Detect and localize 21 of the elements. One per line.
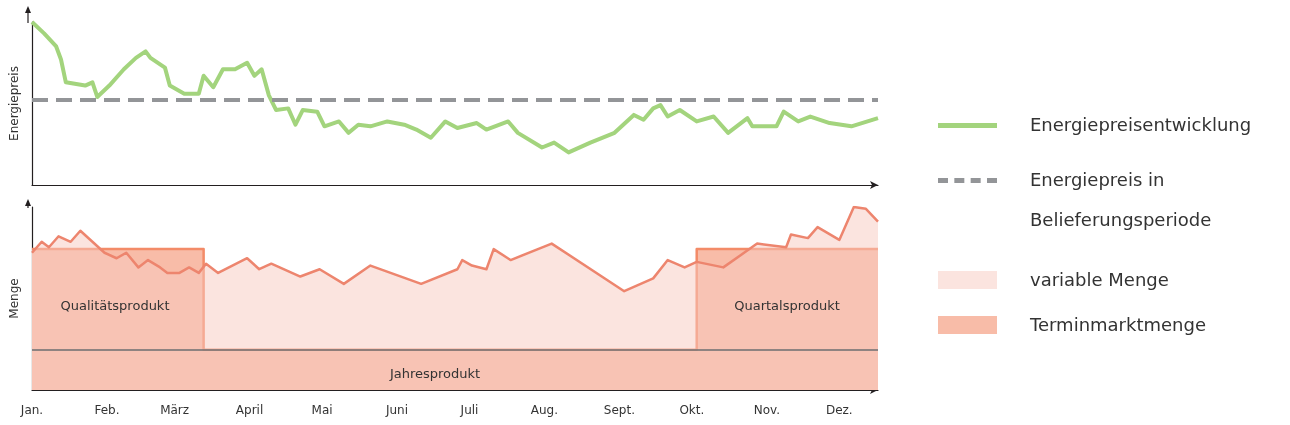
legend-label: Energiepreis in Belieferungsperiode xyxy=(1030,168,1213,232)
x-tick-label: Sept. xyxy=(603,403,635,417)
annotation: Jahresprodukt xyxy=(388,365,481,381)
y-axis-title: Menge xyxy=(7,278,21,319)
x-tick-label: Jan. xyxy=(19,403,44,417)
y-axis-title: Energiepreis xyxy=(7,66,21,141)
annotation: Qualitätsprodukt xyxy=(60,297,170,313)
x-tick-label: Dez. xyxy=(825,403,853,417)
legend-label: Terminmarktmenge xyxy=(1030,313,1207,337)
legend-label: Energiepreisentwicklung xyxy=(1030,113,1253,137)
x-tick-label: April xyxy=(235,403,264,417)
x-tick-label: Juli xyxy=(459,403,479,417)
x-tick-label: Mai xyxy=(311,403,333,417)
x-tick-label: Feb. xyxy=(94,403,120,417)
annotation: Quartalsprodukt xyxy=(734,297,840,313)
legend-label: variable Menge xyxy=(1030,268,1170,292)
x-tick-label: Aug. xyxy=(530,403,559,417)
x-tick-label: Nov. xyxy=(753,403,780,417)
x-tick-label: Okt. xyxy=(679,403,705,417)
x-tick-label: Juni xyxy=(384,403,409,417)
x-tick-label: März xyxy=(160,403,190,417)
